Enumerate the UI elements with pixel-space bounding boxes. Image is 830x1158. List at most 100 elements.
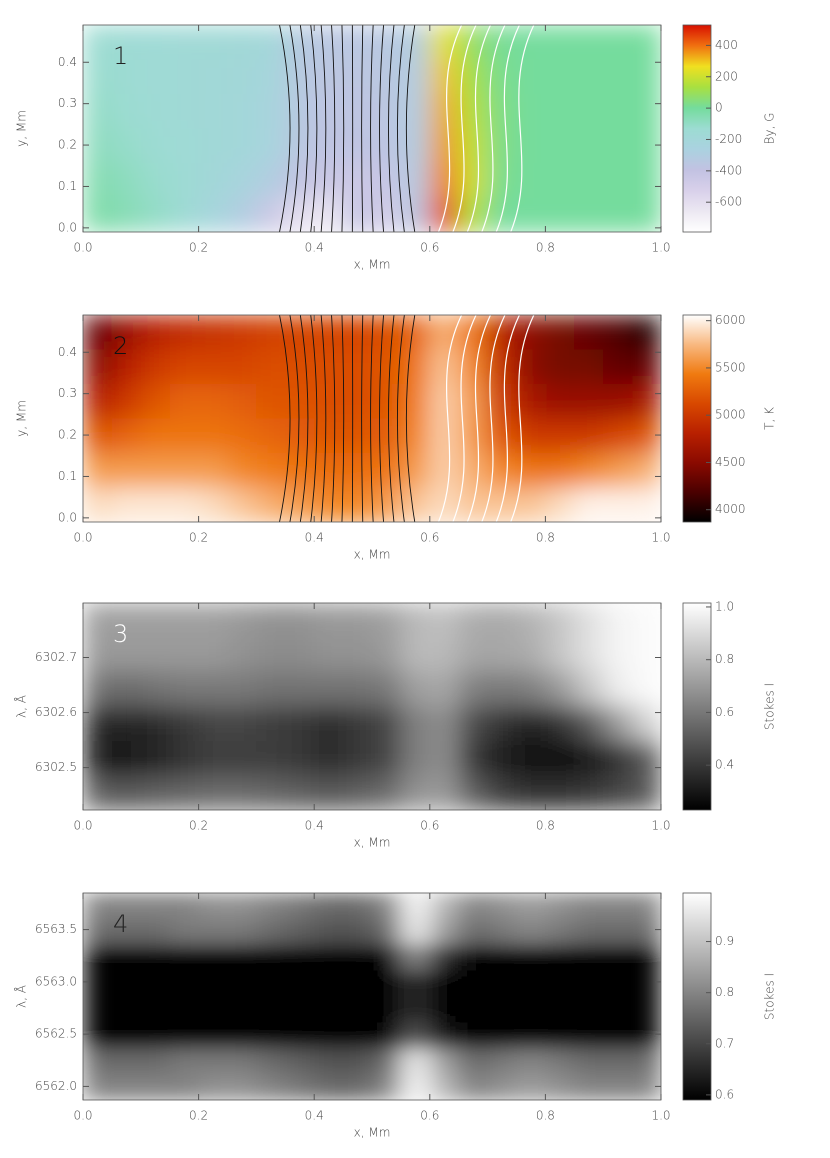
heatmap-cell (459, 945, 489, 971)
heatmap-cell (112, 672, 141, 707)
heatmap-cell (343, 1048, 373, 1074)
heatmap-cell (199, 776, 229, 811)
heatmap-cell (285, 198, 315, 233)
heatmap-cell (112, 971, 141, 997)
heatmap-cell (112, 776, 141, 811)
heatmap-cell (170, 1048, 200, 1074)
heatmap-cell (372, 893, 402, 919)
heatmap-cell (574, 919, 604, 945)
colorbar-tick-label: 5500 (715, 360, 746, 374)
heatmap-cell (141, 488, 171, 523)
heatmap-cell (545, 453, 575, 488)
heatmap-cell (545, 488, 575, 523)
colorbar-label: Stokes I (763, 973, 777, 1020)
heatmap-cell (83, 419, 113, 454)
heatmap-cell (632, 419, 662, 454)
colorbar-tick-label: 0.4 (715, 758, 734, 772)
heatmap-cell (603, 129, 633, 164)
heatmap-cell (632, 997, 662, 1023)
heatmap-cell (603, 1074, 633, 1100)
y-tick-label: 0.4 (58, 345, 77, 359)
heatmap-cell (401, 741, 431, 776)
heatmap-cell (632, 315, 662, 350)
heatmap-cell (574, 672, 604, 707)
heatmap-cell (603, 315, 633, 350)
heatmap-cell (372, 1074, 402, 1100)
heatmap-cell (83, 1048, 113, 1074)
heatmap-cell (545, 1048, 575, 1074)
heatmap-cell (170, 350, 200, 385)
heatmap-cell (228, 488, 258, 523)
heatmap-cell (459, 997, 489, 1023)
heatmap-cell (372, 198, 402, 233)
colorbar (683, 603, 711, 810)
heatmap-cell (199, 603, 229, 638)
colorbar-tick-label: 5000 (715, 408, 746, 422)
heatmap-cell (401, 129, 431, 164)
heatmap-cell (632, 25, 662, 60)
heatmap-cell (372, 919, 402, 945)
heatmap-cell (372, 60, 402, 95)
heatmap-cell (488, 1048, 517, 1074)
heatmap-cell (343, 919, 373, 945)
heatmap-cell (430, 129, 460, 164)
heatmap-cell (256, 893, 286, 919)
heatmap-cell (314, 997, 344, 1023)
y-tick-label: 0.0 (58, 220, 77, 234)
heatmap-cell (488, 1022, 517, 1048)
heatmap-cell (632, 198, 662, 233)
heatmap-cell (401, 603, 431, 638)
heatmap-cell (199, 60, 229, 95)
heatmap-cell (603, 1022, 633, 1048)
heatmap-cell (517, 672, 547, 707)
heatmap-cell (141, 1074, 171, 1100)
heatmap-cell (517, 94, 547, 129)
heatmap-cell (545, 94, 575, 129)
heatmap-cell (141, 163, 171, 198)
heatmap-cell (372, 488, 402, 523)
heatmap-cell (401, 419, 431, 454)
heatmap-cell (285, 453, 315, 488)
colorbar-tick-label: 4500 (715, 455, 746, 469)
heatmap-cell (603, 919, 633, 945)
heatmap-cell (632, 893, 662, 919)
heatmap-cell (170, 384, 200, 419)
y-tick-label: 0.0 (58, 510, 77, 524)
heatmap-cell (545, 741, 575, 776)
heatmap-cell (256, 997, 286, 1023)
y-tick-label: 0.2 (58, 138, 77, 152)
heatmap-cell (401, 997, 431, 1023)
heatmap-cell (372, 1048, 402, 1074)
heatmap-cell (170, 453, 200, 488)
panel-label: 3 (113, 620, 128, 648)
heatmap-cell (141, 893, 171, 919)
heatmap-cell (603, 453, 633, 488)
heatmap-cell (256, 971, 286, 997)
heatmap-cell (112, 384, 141, 419)
heatmap-cell (632, 453, 662, 488)
heatmap-cell (401, 315, 431, 350)
heatmap-cell (314, 94, 344, 129)
heatmap-cell (488, 1074, 517, 1100)
heatmap-cell (632, 163, 662, 198)
heatmap-cell (141, 672, 171, 707)
heatmap-cell (228, 315, 258, 350)
heatmap-cell (112, 1022, 141, 1048)
heatmap-cell (372, 638, 402, 673)
heatmap-cell (228, 971, 258, 997)
heatmap-cell (141, 129, 171, 164)
heatmap-cell (228, 997, 258, 1023)
heatmap-cell (401, 638, 431, 673)
heatmap-cell (83, 350, 113, 385)
heatmap-cell (314, 776, 344, 811)
heatmap-cell (83, 384, 113, 419)
heatmap-cell (256, 603, 286, 638)
heatmap-cell (574, 638, 604, 673)
heatmap-cell (112, 94, 141, 129)
x-tick-label: 0.8 (536, 531, 555, 545)
plot-area (83, 893, 662, 1101)
y-tick-label: 6563.5 (35, 922, 77, 936)
heatmap-cell (488, 384, 517, 419)
